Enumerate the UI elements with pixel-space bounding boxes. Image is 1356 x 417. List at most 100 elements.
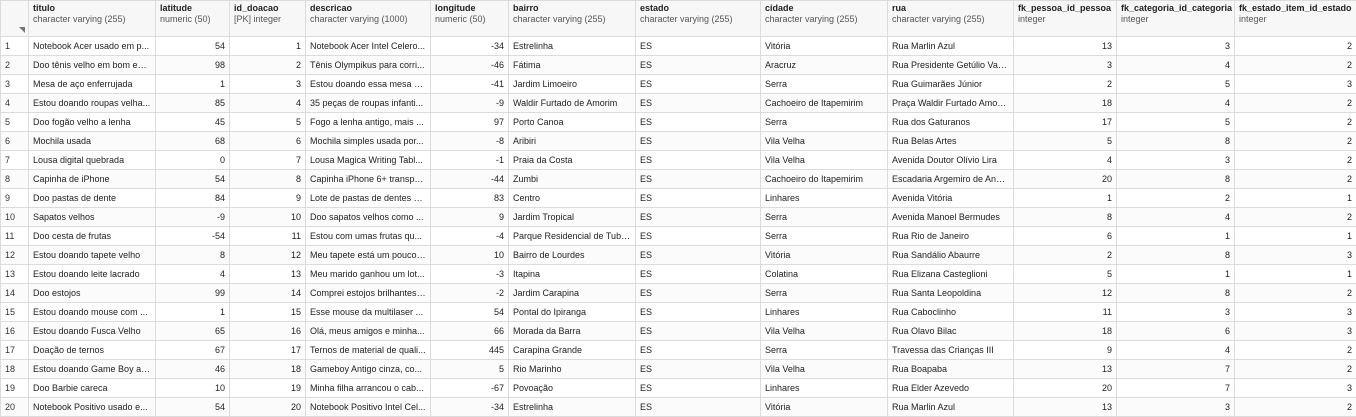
cell-fk-pessoa-id-pessoa[interactable]: 1	[1014, 189, 1117, 208]
cell-fk-estado-item-id-estado[interactable]: 1	[1235, 227, 1356, 246]
cell-latitude[interactable]: 54	[156, 37, 230, 56]
row-number[interactable]: 14	[1, 284, 29, 303]
cell-fk-pessoa-id-pessoa[interactable]: 13	[1014, 37, 1117, 56]
cell-id-doacao[interactable]: 12	[230, 246, 306, 265]
cell-fk-categoria-id-categoria[interactable]: 8	[1117, 284, 1235, 303]
cell-fk-categoria-id-categoria[interactable]: 3	[1117, 151, 1235, 170]
cell-id-doacao[interactable]: 17	[230, 341, 306, 360]
cell-rua[interactable]: Rua Guimarães Júnior	[888, 75, 1014, 94]
cell-titulo[interactable]: Doo pastas de dente	[29, 189, 156, 208]
cell-fk-pessoa-id-pessoa[interactable]: 18	[1014, 94, 1117, 113]
row-number[interactable]: 19	[1, 379, 29, 398]
cell-rua[interactable]: Rua Presidente Getúlio Varg...	[888, 56, 1014, 75]
cell-fk-estado-item-id-estado[interactable]: 3	[1235, 303, 1356, 322]
cell-fk-estado-item-id-estado[interactable]: 3	[1235, 75, 1356, 94]
cell-titulo[interactable]: Lousa digital quebrada	[29, 151, 156, 170]
cell-estado[interactable]: ES	[636, 113, 761, 132]
cell-fk-pessoa-id-pessoa[interactable]: 11	[1014, 303, 1117, 322]
cell-estado[interactable]: ES	[636, 265, 761, 284]
cell-rua[interactable]: Rua Sandálio Abaurre	[888, 246, 1014, 265]
cell-longitude[interactable]: -4	[431, 227, 509, 246]
cell-estado[interactable]: ES	[636, 132, 761, 151]
cell-fk-pessoa-id-pessoa[interactable]: 5	[1014, 265, 1117, 284]
cell-bairro[interactable]: Centro	[509, 189, 636, 208]
cell-fk-pessoa-id-pessoa[interactable]: 3	[1014, 56, 1117, 75]
cell-latitude[interactable]: 54	[156, 170, 230, 189]
cell-cidade[interactable]: Serra	[761, 227, 888, 246]
cell-fk-estado-item-id-estado[interactable]: 2	[1235, 56, 1356, 75]
cell-latitude[interactable]: -54	[156, 227, 230, 246]
cell-longitude[interactable]: 66	[431, 322, 509, 341]
cell-id-doacao[interactable]: 5	[230, 113, 306, 132]
cell-estado[interactable]: ES	[636, 37, 761, 56]
row-number[interactable]: 4	[1, 94, 29, 113]
cell-latitude[interactable]: 65	[156, 322, 230, 341]
cell-fk-pessoa-id-pessoa[interactable]: 13	[1014, 398, 1117, 417]
cell-fk-estado-item-id-estado[interactable]: 2	[1235, 113, 1356, 132]
cell-estado[interactable]: ES	[636, 341, 761, 360]
cell-bairro[interactable]: Jardim Carapina	[509, 284, 636, 303]
cell-fk-categoria-id-categoria[interactable]: 1	[1117, 227, 1235, 246]
row-number[interactable]: 8	[1, 170, 29, 189]
cell-descricao[interactable]: Mochila simples usada por...	[306, 132, 431, 151]
row-number[interactable]: 17	[1, 341, 29, 360]
cell-latitude[interactable]: 1	[156, 303, 230, 322]
cell-fk-pessoa-id-pessoa[interactable]: 18	[1014, 322, 1117, 341]
cell-fk-categoria-id-categoria[interactable]: 8	[1117, 246, 1235, 265]
cell-titulo[interactable]: Doo cesta de frutas	[29, 227, 156, 246]
cell-bairro[interactable]: Povoação	[509, 379, 636, 398]
cell-fk-pessoa-id-pessoa[interactable]: 5	[1014, 132, 1117, 151]
cell-cidade[interactable]: Linhares	[761, 303, 888, 322]
cell-id-doacao[interactable]: 1	[230, 37, 306, 56]
cell-cidade[interactable]: Vila Velha	[761, 360, 888, 379]
cell-fk-pessoa-id-pessoa[interactable]: 9	[1014, 341, 1117, 360]
cell-estado[interactable]: ES	[636, 303, 761, 322]
cell-id-doacao[interactable]: 14	[230, 284, 306, 303]
cell-longitude[interactable]: -8	[431, 132, 509, 151]
cell-descricao[interactable]: Estou com umas frutas qu...	[306, 227, 431, 246]
cell-id-doacao[interactable]: 8	[230, 170, 306, 189]
cell-fk-estado-item-id-estado[interactable]: 2	[1235, 208, 1356, 227]
cell-fk-estado-item-id-estado[interactable]: 3	[1235, 379, 1356, 398]
cell-longitude[interactable]: 54	[431, 303, 509, 322]
cell-rua[interactable]: Rua Marlin Azul	[888, 37, 1014, 56]
cell-fk-estado-item-id-estado[interactable]: 2	[1235, 284, 1356, 303]
cell-descricao[interactable]: Meu marido ganhou um lot...	[306, 265, 431, 284]
cell-descricao[interactable]: Lousa Magica Writing Tabl...	[306, 151, 431, 170]
cell-fk-categoria-id-categoria[interactable]: 1	[1117, 265, 1235, 284]
cell-titulo[interactable]: Estou doando tapete velho	[29, 246, 156, 265]
cell-fk-pessoa-id-pessoa[interactable]: 2	[1014, 246, 1117, 265]
cell-bairro[interactable]: Morada da Barra	[509, 322, 636, 341]
cell-cidade[interactable]: Vitória	[761, 246, 888, 265]
cell-cidade[interactable]: Cachoeiro do Itapemirim	[761, 170, 888, 189]
cell-latitude[interactable]: 10	[156, 379, 230, 398]
cell-rua[interactable]: Rua Boapaba	[888, 360, 1014, 379]
cell-descricao[interactable]: Esse mouse da multilaser ...	[306, 303, 431, 322]
row-number[interactable]: 1	[1, 37, 29, 56]
cell-titulo[interactable]: Doo fogão velho a lenha	[29, 113, 156, 132]
cell-rua[interactable]: Rua Belas Artes	[888, 132, 1014, 151]
cell-fk-categoria-id-categoria[interactable]: 2	[1117, 189, 1235, 208]
cell-estado[interactable]: ES	[636, 208, 761, 227]
cell-fk-categoria-id-categoria[interactable]: 4	[1117, 56, 1235, 75]
cell-longitude[interactable]: 5	[431, 360, 509, 379]
cell-cidade[interactable]: Serra	[761, 75, 888, 94]
cell-titulo[interactable]: Estou doando Game Boy an...	[29, 360, 156, 379]
cell-latitude[interactable]: 46	[156, 360, 230, 379]
cell-cidade[interactable]: Vila Velha	[761, 322, 888, 341]
cell-fk-categoria-id-categoria[interactable]: 8	[1117, 132, 1235, 151]
cell-id-doacao[interactable]: 11	[230, 227, 306, 246]
cell-fk-estado-item-id-estado[interactable]: 2	[1235, 132, 1356, 151]
cell-fk-estado-item-id-estado[interactable]: 2	[1235, 94, 1356, 113]
